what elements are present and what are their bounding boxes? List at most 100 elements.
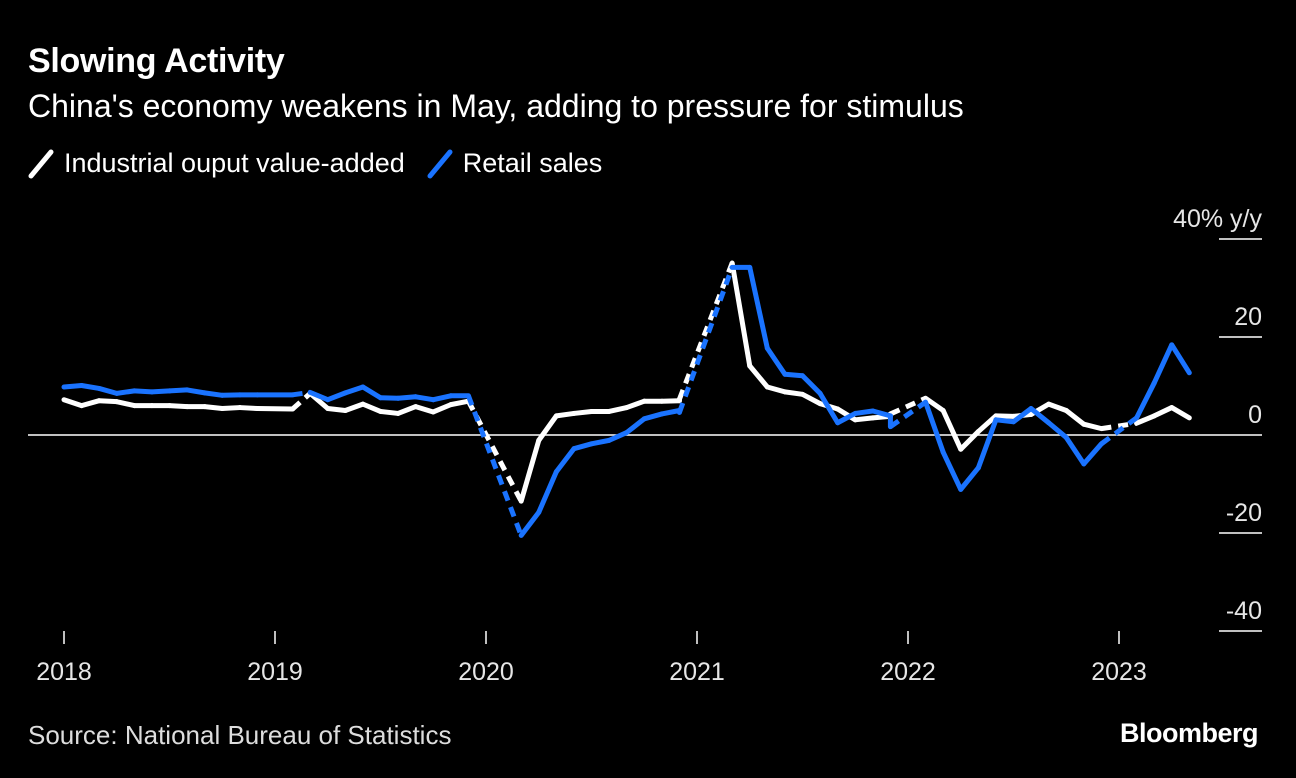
series-segment-industrial [79,398,102,409]
series-segment-industrial [800,391,823,407]
series-segment-industrial [342,401,366,413]
series-segment-industrial [219,405,243,412]
series-segment-retail [360,384,383,401]
y-tick-label: 0 [1248,401,1262,429]
legend-item-industrial: Industrial ouput value-added [28,148,405,179]
series-segment-retail [1099,415,1139,446]
series-segment-retail [817,390,841,426]
series-segment-industrial [1169,405,1192,421]
series-segment-industrial [975,413,999,435]
series-segment-industrial [958,429,981,452]
series-segment-retail [466,394,524,537]
series-segment-retail [589,437,612,447]
series-segment-retail [571,441,594,452]
y-tick-label: 40% y/y [1173,205,1262,233]
series-segment-retail [518,509,542,538]
series-segment-industrial [677,262,735,401]
series-segment-retail [149,388,172,395]
series-segment-industrial [237,405,260,412]
x-tick-label: 2019 [247,658,303,686]
series-segment-retail [888,400,928,429]
series-segment-industrial [835,406,858,423]
series-segment-retail [1046,420,1069,440]
series-segment-industrial [114,399,137,409]
series-segment-retail [852,408,876,416]
series-segment-industrial [518,437,542,504]
chart-title: Slowing Activity [28,42,285,80]
series-segment-industrial [536,413,559,443]
series-segment-industrial [96,398,120,405]
series-segment-industrial [395,404,419,416]
series-segment-retail [79,383,102,391]
series-segment-retail [624,416,647,436]
series-segment-retail [835,410,858,426]
series-segment-industrial [571,408,594,416]
x-tick-label: 2020 [458,658,514,686]
series-segment-industrial [61,397,85,409]
series-segment-industrial [940,408,964,452]
series-segment-retail [430,393,454,403]
series-segment-industrial [360,401,383,414]
series-segment-industrial [430,402,454,415]
series-segment-retail [202,390,225,398]
series-segment-retail [536,469,559,515]
series-segment-industrial [747,363,770,390]
series-segment-retail [747,264,770,351]
series-segment-retail [659,408,682,417]
series-segment-industrial [764,384,788,395]
series-segment-industrial [782,389,805,397]
legend: Industrial ouput value-added Retail sale… [28,148,624,179]
series-segment-retail [993,417,1016,425]
series-segment-retail [1134,380,1157,421]
series-segment-retail [1063,434,1087,467]
x-tick-label: 2018 [36,658,92,686]
series-segment-retail [975,417,999,471]
series-segment-retail [342,384,366,396]
series-segment-retail [307,389,331,403]
series-segment-industrial [1101,420,1137,432]
series-segment-retail [167,387,190,394]
series-segment-retail [677,266,735,414]
series-segment-retail [641,411,665,422]
series-segment-industrial [167,403,190,410]
series-segment-retail [782,371,805,379]
series-segment-industrial [889,395,927,417]
series-segment-industrial [290,391,312,411]
series-segment-retail [553,446,577,475]
series-segment-retail [61,383,85,390]
series-segment-industrial [413,404,436,415]
series-segment-industrial [729,260,753,369]
series-segment-retail [1169,342,1192,376]
x-tick-label: 2021 [669,658,725,686]
series-segment-industrial [202,404,225,412]
series-segment-retail [940,449,964,492]
legend-item-retail: Retail sales [427,148,603,179]
series-segment-retail [1151,342,1175,386]
series-segment-industrial [1134,413,1157,426]
series-segment-retail [292,389,311,398]
series-segment-industrial [378,408,401,416]
x-tick-label: 2022 [880,658,936,686]
series-segment-industrial [1046,401,1069,413]
series-segment-industrial [923,395,946,413]
series-segment-industrial [325,406,348,413]
y-tick-label: -40 [1226,597,1262,625]
brand-logo: Bloomberg [1119,718,1259,748]
series-segment-retail [184,387,208,396]
series-segment-retail [870,408,893,419]
legend-label-retail: Retail sales [462,148,603,178]
series-segment-retail [923,399,946,455]
series-segment-retail [606,430,630,443]
series-segment-retail [1028,406,1052,426]
series-segment-retail [325,390,348,403]
series-segment-retail [395,394,419,401]
legend-label-industrial: Industrial ouput value-added [64,148,405,178]
series-segment-industrial [852,415,876,423]
x-tick-label: 2023 [1091,658,1147,686]
series-segment-retail [800,373,823,396]
legend-swatch-industrial-icon [28,149,54,178]
series-segment-industrial [1063,408,1087,427]
series-segment-retail [413,394,436,403]
series-segment-retail [1011,406,1034,425]
y-tick-label: 20 [1234,303,1262,331]
